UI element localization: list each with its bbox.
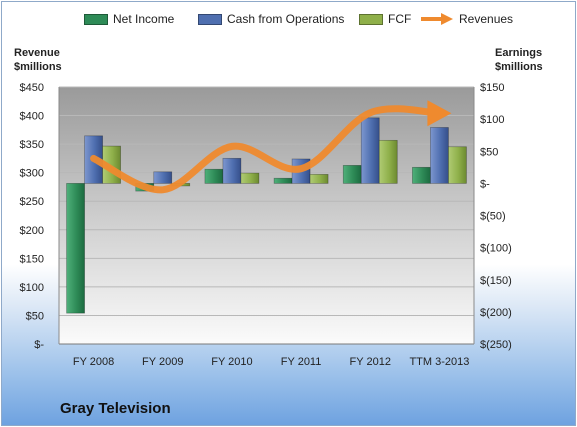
right-tick-label: $100	[480, 114, 504, 126]
bar-cash-from-operations	[430, 127, 449, 184]
right-tick-label: $(100)	[480, 243, 512, 255]
left-tick-label: $200	[20, 225, 44, 237]
x-tick-label: FY 2009	[142, 356, 183, 368]
legend-net-income: Net Income	[84, 11, 174, 27]
left-tick-label: $100	[20, 282, 44, 294]
x-tick-label: FY 2012	[350, 356, 391, 368]
left-tick-label: $250	[20, 196, 44, 208]
right-tick-label: $(200)	[480, 307, 512, 319]
legend-label-fcf: FCF	[388, 12, 412, 26]
bar-cash-from-operations	[222, 157, 242, 184]
right-tick-label: $(250)	[480, 339, 512, 351]
legend-fcf: FCF	[359, 11, 411, 27]
right-tick-label: $150	[480, 82, 504, 94]
gridlines	[58, 86, 475, 345]
legend-label-revenues: Revenues	[459, 12, 514, 26]
legend-swatch-fcf	[359, 13, 383, 25]
bar-cash-from-operations	[360, 117, 380, 184]
bar-fcf	[309, 174, 329, 184]
x-tick-label: FY 2008	[73, 356, 114, 368]
left-tick-label: $300	[20, 168, 44, 180]
bar-net-income	[204, 168, 224, 184]
legend-revenues: Revenues	[420, 11, 513, 27]
right-axis-title-line2: $millions	[495, 61, 543, 73]
left-axis-title-line2: $millions	[14, 61, 62, 73]
right-tick-label: $-	[480, 178, 490, 190]
legend-label-net-income: Net Income	[113, 12, 175, 26]
right-tick-labels: $(250) $(200) $(150) $(100) $(50) $- $50 $100 $1…	[480, 82, 512, 351]
bar-fcf	[448, 146, 467, 184]
bar-cash-from-operations	[153, 171, 173, 184]
revenue-arrowhead	[427, 100, 452, 127]
plot-area	[59, 87, 474, 344]
x-tick-label: FY 2011	[281, 356, 322, 368]
legend-cash-from-operations: Cash from Operations	[198, 11, 344, 27]
bar-net-income	[342, 165, 362, 184]
x-tick-label: TTM 3-2013	[409, 356, 469, 368]
x-tick-label: FY 2010	[211, 356, 252, 368]
bar-net-income	[66, 183, 85, 314]
right-tick-label: $(50)	[480, 211, 506, 223]
right-axis-title: Earnings $millions	[495, 46, 543, 74]
left-tick-labels: $- $50 $100 $150 $200 $250 $300 $350 $400 $450	[20, 82, 45, 351]
left-tick-label: $-	[34, 339, 44, 351]
left-tick-label: $150	[20, 253, 44, 265]
company-name: Gray Television	[60, 400, 171, 417]
right-tick-label: $(150)	[480, 275, 512, 287]
revenue-line	[90, 100, 452, 194]
left-tick-label: $400	[20, 111, 44, 123]
bar-net-income	[412, 166, 431, 184]
bars	[66, 117, 467, 314]
x-tick-labels: FY 2008 FY 2009 FY 2010 FY 2011 FY 2012 TTM 3…	[73, 356, 469, 368]
right-axis-title-line1: Earnings	[495, 47, 543, 59]
bar-fcf	[240, 172, 260, 184]
bar-fcf	[378, 139, 398, 184]
bar-net-income	[273, 177, 293, 184]
right-tick-label: $50	[480, 146, 498, 158]
legend-label-cash-from-operations: Cash from Operations	[227, 12, 345, 26]
revenue-series-line	[90, 105, 443, 194]
left-tick-label: $50	[26, 310, 44, 322]
left-tick-label: $350	[20, 139, 44, 151]
legend-swatch-cash-from-operations	[198, 13, 222, 25]
left-axis-title: Revenue $millions	[14, 46, 62, 74]
legend-swatch-net-income	[84, 13, 108, 25]
legend-arrow-icon	[421, 13, 453, 25]
left-axis-title-line1: Revenue	[14, 47, 60, 59]
left-tick-label: $450	[20, 82, 44, 94]
